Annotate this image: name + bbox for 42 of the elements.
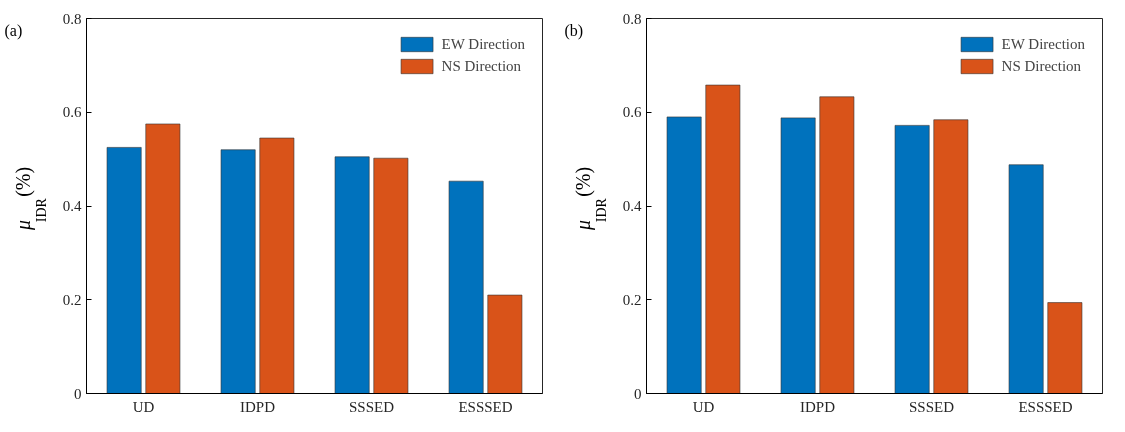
x-tick-label: SSSED — [348, 398, 395, 415]
x-tick-label: ESSSED — [458, 398, 513, 415]
bar — [448, 180, 484, 394]
bar — [894, 125, 930, 394]
x-tick-label: UD — [692, 398, 715, 415]
bar — [487, 294, 523, 394]
bar — [106, 147, 142, 394]
y-tick-label: 0.6 — [62, 104, 82, 121]
x-tick-label: ESSSED — [1018, 398, 1073, 415]
y-tick-label: 0.4 — [62, 198, 82, 214]
chart-title: (a) — [4, 22, 23, 41]
bar — [145, 123, 181, 394]
bar — [780, 117, 816, 394]
bar — [705, 84, 741, 394]
chart-title: (b) — [564, 22, 584, 41]
bar — [933, 119, 969, 394]
legend-label: NS Direction — [1001, 57, 1082, 75]
y-tick-label: 0.6 — [622, 104, 642, 121]
bar — [334, 156, 370, 394]
y-axis-title: μIDR (%) — [571, 166, 609, 232]
bar — [220, 149, 256, 394]
x-tick-label: IDPD — [240, 398, 276, 415]
y-tick-label: 0.8 — [62, 10, 82, 27]
legend-label: NS Direction — [441, 57, 522, 75]
bar — [1047, 302, 1083, 394]
legend-label: EW Direction — [1001, 35, 1085, 53]
y-tick-label: 0.2 — [62, 291, 82, 308]
x-tick-label: IDPD — [800, 398, 836, 415]
legend-label: EW Direction — [441, 35, 525, 53]
bar — [819, 96, 855, 394]
y-tick-label: 0.4 — [622, 198, 642, 214]
y-tick-label: 0 — [634, 385, 642, 402]
y-tick-label: 0.8 — [622, 10, 642, 27]
y-axis-title: μIDR (%) — [11, 166, 49, 232]
y-tick-label: 0 — [74, 385, 82, 402]
bar — [373, 157, 409, 394]
x-tick-label: SSSED — [908, 398, 955, 415]
y-tick-label: 0.2 — [622, 291, 642, 308]
bar — [666, 116, 702, 394]
x-tick-label: UD — [132, 398, 155, 415]
bar — [1008, 164, 1044, 394]
bar — [259, 137, 295, 394]
